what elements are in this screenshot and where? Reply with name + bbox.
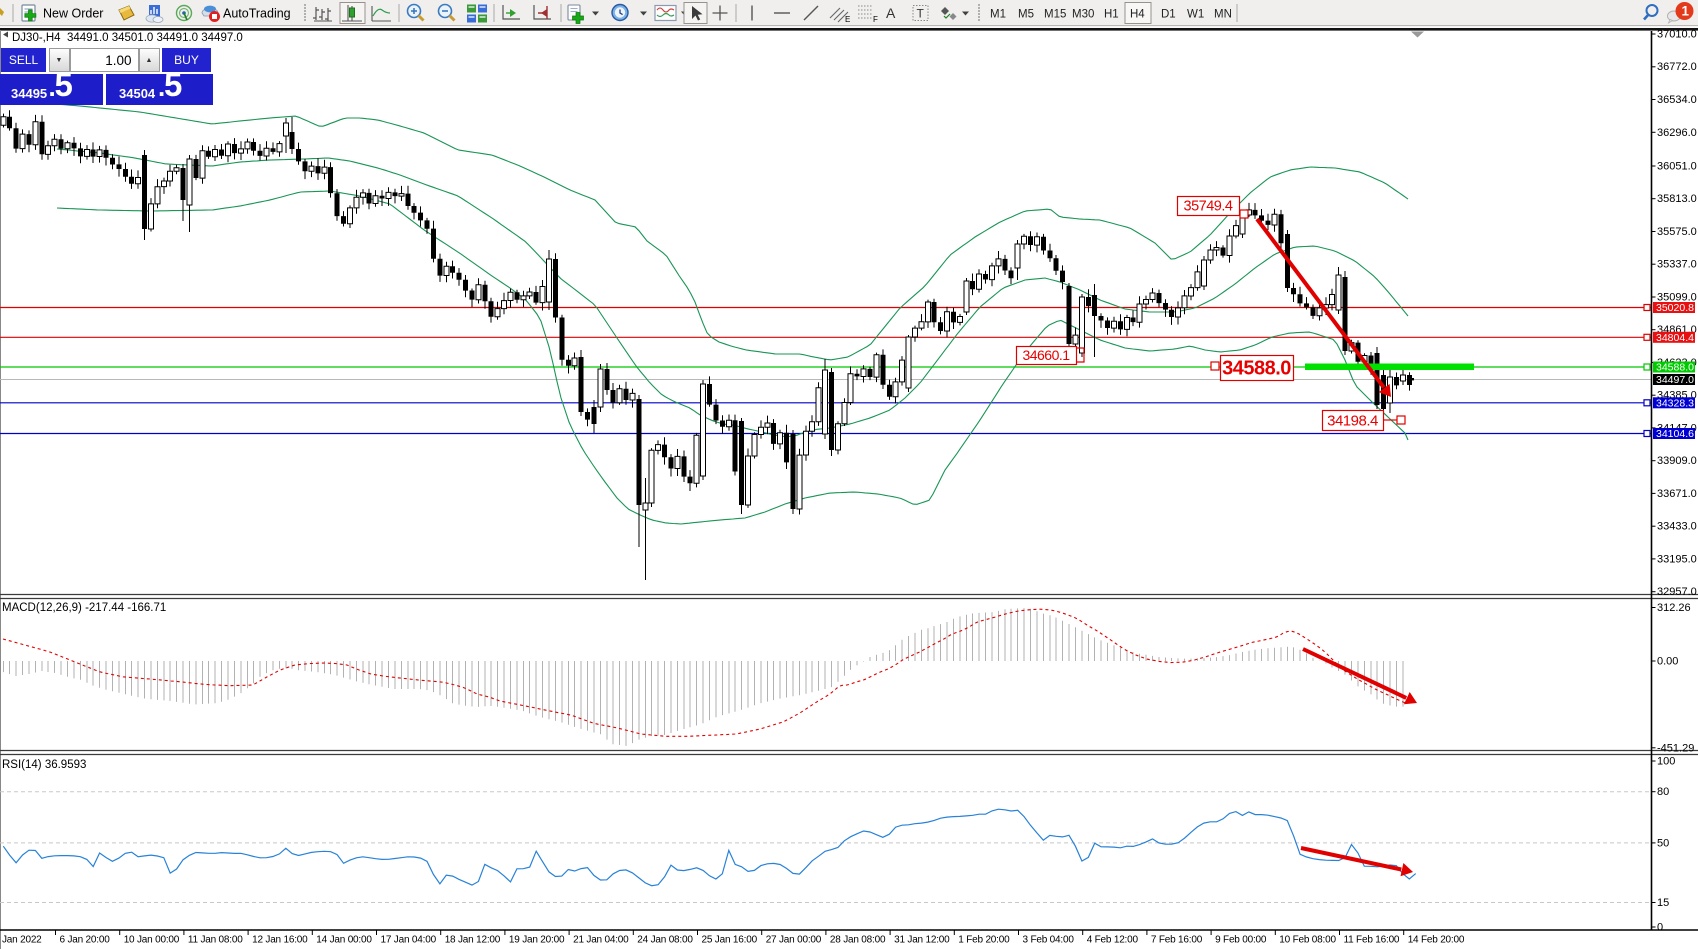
svg-text:3 Feb 04:00: 3 Feb 04:00 bbox=[1023, 935, 1075, 946]
svg-text:50: 50 bbox=[1657, 837, 1669, 849]
svg-text:34104.6: 34104.6 bbox=[1656, 428, 1694, 440]
svg-text:MN: MN bbox=[1214, 9, 1232, 21]
svg-text:37010.0: 37010.0 bbox=[1657, 30, 1697, 41]
svg-text:D1: D1 bbox=[1161, 9, 1176, 21]
svg-text:33909.0: 33909.0 bbox=[1657, 455, 1697, 467]
svg-text:0.00: 0.00 bbox=[1657, 656, 1678, 668]
svg-text:14 Jan 00:00: 14 Jan 00:00 bbox=[316, 935, 372, 946]
svg-text:21 Jan 04:00: 21 Jan 04:00 bbox=[573, 935, 629, 946]
svg-text:35749.4: 35749.4 bbox=[1184, 199, 1233, 215]
svg-text:7 Feb 16:00: 7 Feb 16:00 bbox=[1151, 935, 1203, 946]
svg-text:-451.29: -451.29 bbox=[1657, 742, 1694, 754]
svg-text:31 Jan 12:00: 31 Jan 12:00 bbox=[894, 935, 950, 946]
svg-text:32957.0: 32957.0 bbox=[1657, 586, 1697, 598]
svg-text:35813.0: 35813.0 bbox=[1657, 193, 1697, 205]
svg-text:New Order: New Order bbox=[43, 7, 103, 21]
svg-text:33433.0: 33433.0 bbox=[1657, 521, 1697, 533]
svg-text:0: 0 bbox=[1657, 922, 1663, 934]
svg-text:1: 1 bbox=[1682, 4, 1690, 19]
svg-text:10 Jan 00:00: 10 Jan 00:00 bbox=[124, 935, 180, 946]
svg-text:M15: M15 bbox=[1044, 9, 1066, 21]
svg-text:M30: M30 bbox=[1072, 9, 1094, 21]
svg-text:312.26: 312.26 bbox=[1657, 602, 1691, 614]
svg-text:100: 100 bbox=[1657, 756, 1675, 768]
svg-text:10 Feb 08:00: 10 Feb 08:00 bbox=[1279, 935, 1336, 946]
svg-text:35575.0: 35575.0 bbox=[1657, 226, 1697, 238]
svg-text:36534.0: 36534.0 bbox=[1657, 94, 1697, 106]
svg-text:M1: M1 bbox=[990, 9, 1006, 21]
svg-text:36296.0: 36296.0 bbox=[1657, 127, 1697, 139]
svg-text:34328.3: 34328.3 bbox=[1656, 397, 1694, 409]
svg-text:H1: H1 bbox=[1104, 9, 1119, 21]
svg-text:9 Feb 00:00: 9 Feb 00:00 bbox=[1215, 935, 1267, 946]
svg-text:1 Feb 20:00: 1 Feb 20:00 bbox=[958, 935, 1010, 946]
svg-text:14 Feb 20:00: 14 Feb 20:00 bbox=[1408, 935, 1465, 946]
svg-text:36051.0: 36051.0 bbox=[1657, 161, 1697, 173]
svg-text:6 Jan 20:00: 6 Jan 20:00 bbox=[60, 935, 111, 946]
svg-text:H4: H4 bbox=[1130, 9, 1145, 21]
svg-text:E: E bbox=[845, 15, 850, 24]
svg-text:34588.0: 34588.0 bbox=[1222, 358, 1291, 380]
svg-text:M5: M5 bbox=[1018, 9, 1034, 21]
svg-text:W1: W1 bbox=[1187, 9, 1204, 21]
svg-text:MACD(12,26,9) -217.44 -166.71: MACD(12,26,9) -217.44 -166.71 bbox=[2, 602, 166, 614]
svg-text:27 Jan 00:00: 27 Jan 00:00 bbox=[766, 935, 822, 946]
svg-text:F: F bbox=[873, 15, 878, 24]
svg-text:80: 80 bbox=[1657, 786, 1669, 798]
svg-text:36772.0: 36772.0 bbox=[1657, 61, 1697, 73]
svg-text:34804.4: 34804.4 bbox=[1656, 332, 1694, 344]
svg-text:33195.0: 33195.0 bbox=[1657, 553, 1697, 565]
svg-text:35337.0: 35337.0 bbox=[1657, 259, 1697, 271]
svg-text:34588.0: 34588.0 bbox=[1656, 362, 1694, 374]
svg-text:4 Feb 12:00: 4 Feb 12:00 bbox=[1087, 935, 1139, 946]
svg-text:24 Jan 08:00: 24 Jan 08:00 bbox=[637, 935, 693, 946]
svg-text:AutoTrading: AutoTrading bbox=[223, 7, 291, 21]
svg-text:T: T bbox=[917, 7, 925, 21]
svg-text:18 Jan 12:00: 18 Jan 12:00 bbox=[445, 935, 501, 946]
svg-text:25 Jan 16:00: 25 Jan 16:00 bbox=[702, 935, 758, 946]
svg-text:34660.1: 34660.1 bbox=[1022, 347, 1070, 363]
svg-text:35099.0: 35099.0 bbox=[1657, 292, 1697, 304]
svg-text:12 Jan 16:00: 12 Jan 16:00 bbox=[252, 935, 308, 946]
svg-text:34198.4: 34198.4 bbox=[1327, 412, 1378, 429]
svg-text:33671.0: 33671.0 bbox=[1657, 488, 1697, 500]
svg-text:Jan 2022: Jan 2022 bbox=[2, 935, 42, 946]
svg-text:35020.8: 35020.8 bbox=[1656, 302, 1694, 314]
svg-text:17 Jan 04:00: 17 Jan 04:00 bbox=[381, 935, 437, 946]
svg-text:28 Jan 08:00: 28 Jan 08:00 bbox=[830, 935, 886, 946]
svg-text:11 Jan 08:00: 11 Jan 08:00 bbox=[188, 935, 243, 946]
svg-text:DJ30-,H4 34491.0 34501.0 3449: DJ30-,H4 34491.0 34501.0 34491.0 34497.0 bbox=[12, 32, 243, 44]
svg-text:A: A bbox=[886, 5, 896, 21]
svg-text:19 Jan 20:00: 19 Jan 20:00 bbox=[509, 935, 565, 946]
svg-text:34497.0: 34497.0 bbox=[1656, 374, 1694, 386]
svg-text:15: 15 bbox=[1657, 897, 1669, 909]
svg-text:11 Feb 16:00: 11 Feb 16:00 bbox=[1344, 935, 1400, 946]
svg-text:RSI(14) 36.9593: RSI(14) 36.9593 bbox=[2, 759, 86, 771]
